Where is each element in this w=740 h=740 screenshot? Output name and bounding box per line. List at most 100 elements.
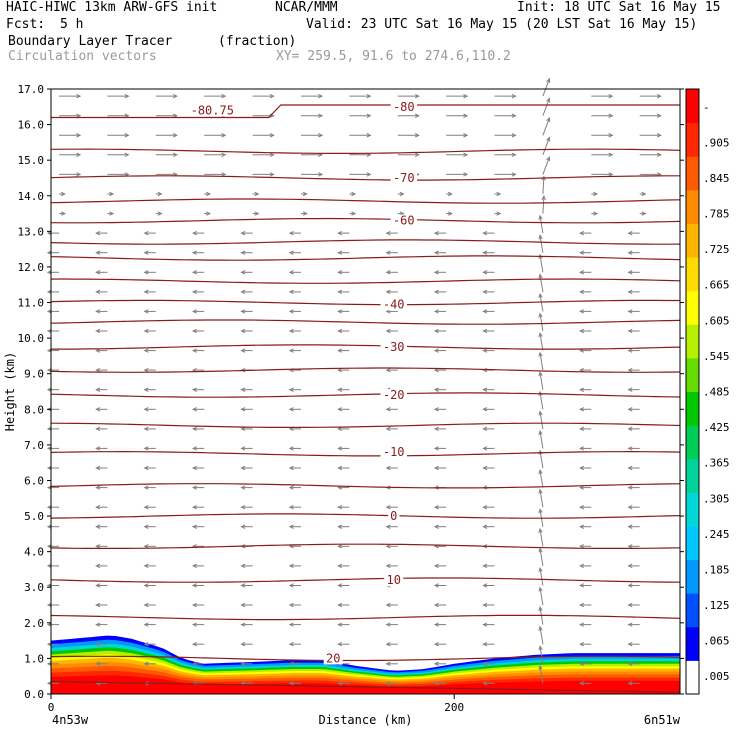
temperature-contour [50, 614, 681, 621]
wind-vector [627, 367, 640, 373]
wind-vector [541, 175, 546, 195]
wind-vector [95, 485, 108, 490]
colorbar-swatch [686, 156, 699, 191]
wind-vector [288, 641, 301, 647]
wind-vector [143, 250, 156, 255]
wind-vector [288, 407, 301, 412]
wind-vector [433, 446, 447, 451]
contour-label-bg [380, 446, 407, 458]
wind-vector [482, 426, 495, 432]
wind-vector [591, 113, 614, 118]
contour-label: -60 [393, 214, 415, 228]
wind-vector [240, 465, 253, 471]
wind-vector [240, 387, 253, 392]
wind-vector [627, 309, 640, 314]
wind-vector [538, 214, 544, 234]
wind-vector [639, 93, 662, 99]
wind-vector [446, 211, 453, 216]
contour-label: 0 [390, 509, 397, 523]
wind-vector [337, 602, 350, 608]
wind-vector [288, 289, 301, 295]
wind-vector [385, 270, 398, 275]
wind-vector [627, 622, 640, 627]
wind-vector [95, 544, 108, 549]
wind-vector [627, 328, 640, 334]
wind-vector [482, 583, 495, 588]
wind-vector [482, 465, 495, 471]
wind-vector [627, 583, 640, 588]
contour-label: -70 [393, 171, 415, 185]
wind-vector [349, 191, 357, 197]
y-tick-label: 5.0 [24, 510, 44, 523]
wind-vector [337, 270, 350, 275]
colorbar-label: .425 [703, 421, 730, 434]
wind-vector [337, 367, 350, 373]
colorbar-swatch [686, 660, 699, 695]
wind-vector [639, 113, 662, 118]
circulation-vectors [46, 77, 662, 686]
wind-vector [579, 230, 592, 236]
wind-vector [46, 348, 60, 353]
wind-vector [143, 446, 156, 451]
contour-label-bg [380, 389, 407, 402]
wind-vector [397, 133, 420, 138]
colorbar-swatch [686, 290, 699, 325]
wind-vector [240, 270, 253, 275]
wind-vector [95, 465, 108, 471]
wind-vector [143, 387, 156, 392]
wind-vector [579, 622, 592, 627]
wind-vector [107, 93, 130, 99]
wind-vector [46, 504, 60, 510]
wind-vector [639, 211, 647, 216]
y-tick-label: 16.0 [18, 119, 45, 132]
plot-frame [50, 88, 681, 695]
temperature-contour [50, 655, 681, 662]
wind-vector [143, 367, 156, 373]
wind-vector [191, 583, 205, 588]
wind-vector [95, 446, 108, 451]
wind-vector [482, 446, 495, 451]
colorbar-swatch [686, 257, 699, 292]
wind-vector [385, 407, 398, 412]
wind-vector [627, 446, 640, 451]
wind-vector [538, 253, 544, 273]
valid-time: Valid: 23 UTC Sat 16 May 15 (20 LST Sat … [306, 17, 698, 32]
contour-label: -80.75 [191, 103, 234, 117]
wind-vector [107, 152, 130, 158]
wind-vector [433, 230, 447, 236]
wind-vector [627, 641, 640, 647]
wind-vector [143, 230, 156, 236]
wind-vector [46, 661, 60, 666]
wind-vector [337, 446, 350, 451]
wind-vector [385, 504, 398, 510]
wind-vector [337, 328, 350, 334]
wind-vector [204, 172, 227, 177]
y-axis-label: Height (km) [3, 352, 17, 431]
wind-vector [337, 563, 350, 569]
wind-vector [433, 289, 447, 295]
wind-vector [337, 622, 350, 627]
wind-vector [191, 270, 205, 275]
wind-vector [301, 191, 308, 197]
temperature-contour [50, 483, 681, 489]
wind-vector [59, 113, 82, 118]
wind-vector [337, 583, 350, 588]
colorbar-swatch [686, 626, 699, 661]
wind-vector [204, 191, 212, 197]
wind-vector [95, 387, 108, 392]
wind-vector [155, 211, 163, 216]
wind-vector [191, 446, 205, 451]
wind-vector [494, 211, 502, 216]
wind-vector [46, 602, 60, 608]
wind-vector [46, 446, 60, 451]
colorbar-swatch [686, 122, 699, 157]
colorbar-label: .545 [703, 350, 730, 363]
wind-vector [542, 97, 551, 116]
temperature-contour [50, 513, 681, 519]
wind-vector [482, 681, 495, 686]
wind-vector [349, 93, 372, 99]
wind-vector [204, 133, 227, 138]
wind-vector [59, 191, 66, 197]
y-tick-label: 4.0 [24, 546, 44, 559]
wind-vector [288, 485, 301, 490]
